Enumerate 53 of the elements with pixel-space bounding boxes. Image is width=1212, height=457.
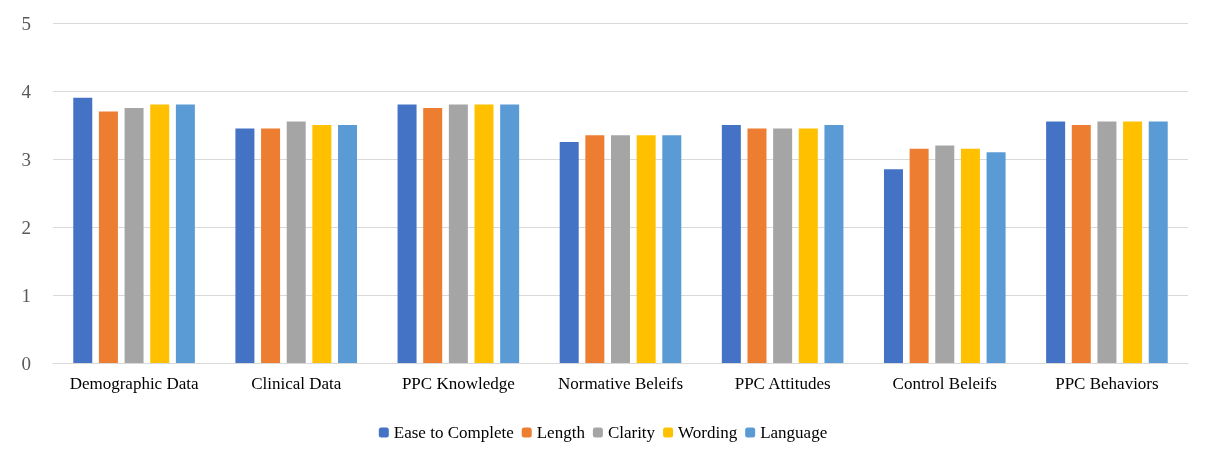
y-tick-label: 1 <box>21 284 31 306</box>
bar <box>124 108 144 363</box>
x-tick-label: Clinical Data <box>251 374 342 393</box>
bar <box>1097 121 1117 363</box>
bar <box>1071 125 1091 363</box>
legend-label: Language <box>760 423 828 442</box>
bar <box>611 135 630 363</box>
x-tick-label: PPC Behaviors <box>1055 374 1159 393</box>
bar <box>909 148 929 363</box>
bar <box>286 121 306 363</box>
y-tick-label: 3 <box>21 148 31 170</box>
bar <box>747 128 767 363</box>
x-tick-label: PPC Attitudes <box>734 374 831 393</box>
bar <box>935 145 955 363</box>
x-tick-label: Demographic Data <box>69 374 199 393</box>
bar <box>1123 121 1143 363</box>
bar <box>474 104 494 363</box>
bar <box>235 128 255 363</box>
legend-label: Length <box>536 423 586 442</box>
x-tick-label: Normative Beleifs <box>557 374 684 393</box>
legend-label: Clarity <box>607 423 656 442</box>
bar <box>559 142 579 363</box>
x-tick-label: PPC Knowledge <box>401 374 515 393</box>
bar <box>73 97 93 363</box>
bar <box>773 128 793 363</box>
bar <box>636 135 656 363</box>
legend-label: Wording <box>678 423 738 442</box>
bar <box>1046 121 1066 363</box>
legend-label: Ease to Complete <box>393 423 514 442</box>
y-tick-label: 2 <box>21 216 31 238</box>
bar <box>883 169 903 363</box>
bar <box>1148 121 1168 363</box>
bar <box>312 125 332 363</box>
bar <box>98 111 118 363</box>
bar <box>423 108 443 363</box>
bar <box>585 135 605 363</box>
bar <box>150 104 170 363</box>
bar <box>261 128 281 363</box>
bar <box>500 104 520 363</box>
bar <box>448 104 468 363</box>
bar <box>397 104 417 363</box>
bar <box>798 128 818 363</box>
x-tick-label: Control Beleifs <box>892 374 997 393</box>
y-tick-label: 0 <box>21 352 31 374</box>
bar <box>960 148 980 363</box>
bar <box>986 152 1006 363</box>
bar <box>824 125 844 363</box>
bar <box>721 125 741 363</box>
bar <box>175 104 195 363</box>
bar <box>662 135 682 363</box>
y-tick-label: 5 <box>21 12 31 34</box>
bar <box>338 125 358 363</box>
y-tick-label: 4 <box>21 80 32 102</box>
